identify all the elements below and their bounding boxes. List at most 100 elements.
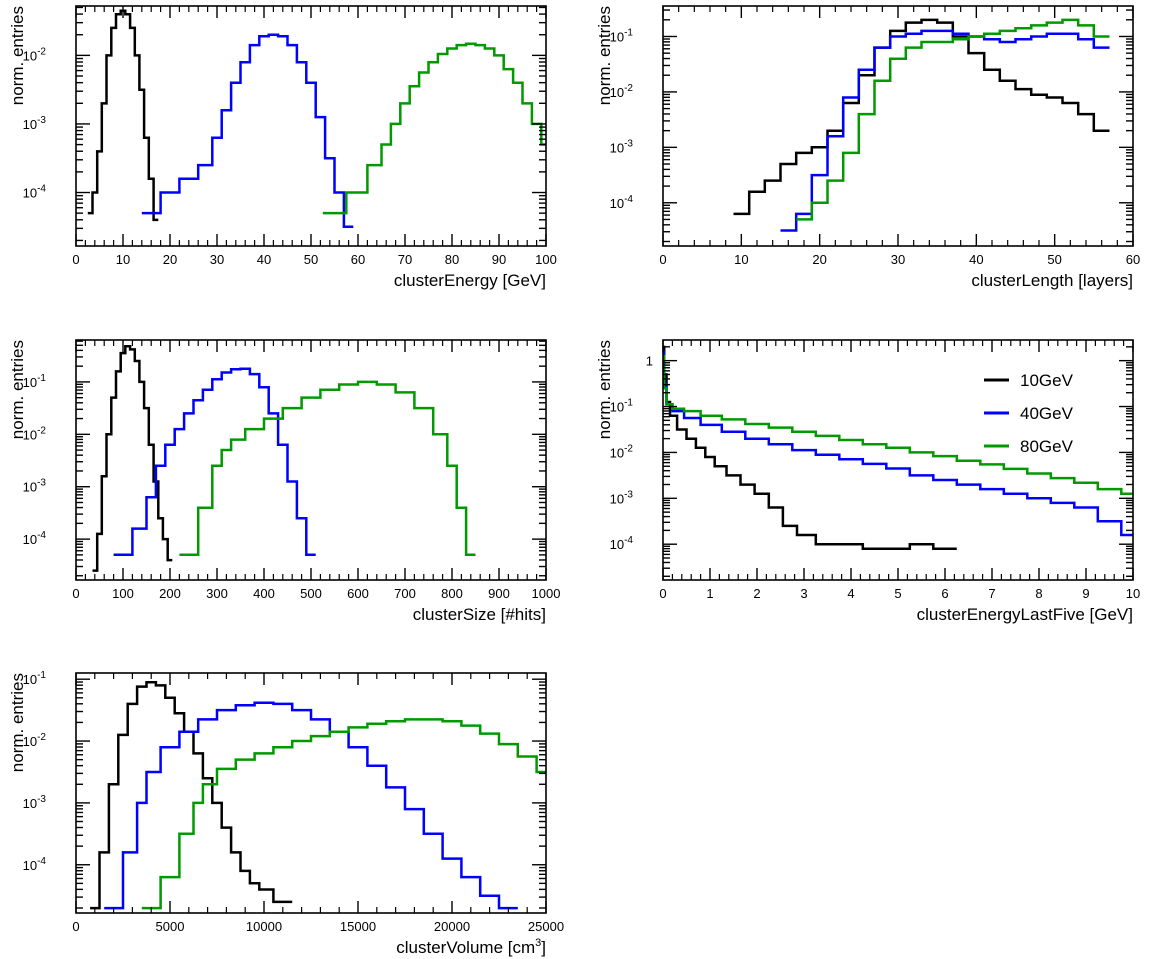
x-tick-label: 0	[72, 252, 79, 267]
x-tick-label: 7	[988, 586, 995, 601]
x-tick-label: 30	[210, 252, 224, 267]
chart-lastfive: 0 1 2 3 4 5 6 7 8 9 10 10-4 10-3 10-2 10-1 1 clusterEner…	[595, 339, 1140, 624]
x-tick-label: 50	[304, 252, 318, 267]
chart-size: 0 100 200 300 400 500 600 700 800 900 1000 10-4 10-3…	[8, 339, 561, 624]
series-80GeV	[322, 42, 546, 215]
y-axis-title: norm. entries	[595, 6, 614, 105]
y-tick-label: 1	[646, 354, 653, 369]
x-tick-label: 600	[347, 586, 369, 601]
x-tick-label: 400	[253, 586, 275, 601]
x-tick-label: 0	[72, 919, 79, 934]
series-10GeV	[733, 18, 1110, 216]
x-tick-label: 10	[734, 252, 748, 267]
series-10GeV	[90, 681, 293, 910]
x-tick-label: 500	[300, 586, 322, 601]
x-tick-label: 100	[112, 586, 134, 601]
plot-frame	[75, 5, 547, 247]
x-tick-label: 1000	[532, 586, 561, 601]
y-tick-label: 10-4	[23, 184, 47, 201]
y-tick-label: 10-4	[23, 530, 47, 547]
legend: 10GeV 40GeV 80GeV	[984, 371, 1074, 456]
y-tick-label: 10-1	[23, 670, 47, 687]
series-group	[663, 345, 1133, 551]
x-tick-label: 40	[969, 252, 983, 267]
y-axis-title: norm. entries	[595, 340, 614, 439]
x-tick-label: 40	[257, 252, 271, 267]
x-axis-title: clusterEnergyLastFive [GeV]	[917, 605, 1133, 624]
x-axis-title: clusterLength [layers]	[971, 271, 1133, 290]
series-40GeV	[104, 701, 518, 910]
x-tick-label: 8	[1035, 586, 1042, 601]
series-80GeV	[663, 354, 1133, 495]
series-80GeV	[179, 380, 476, 557]
x-tick-label: 60	[1126, 252, 1140, 267]
x-tick-label: 800	[441, 586, 463, 601]
x-tick-label: 0	[659, 252, 666, 267]
x-tick-label: 20	[812, 252, 826, 267]
y-tick-label: 10-2	[23, 46, 47, 63]
x-tick-label: 90	[492, 252, 506, 267]
y-tick-label: 10-3	[610, 489, 634, 506]
y-tick-label: 10-4	[610, 535, 634, 552]
plot-frame	[75, 339, 547, 581]
chart-volume: 0 5000 10000 15000 20000 25000 10-4 10-3 10-2 10-…	[8, 670, 564, 957]
x-tick-label: 700	[394, 586, 416, 601]
x-tick-label: 200	[159, 586, 181, 601]
x-tick-label: 25000	[528, 919, 564, 934]
y-tick-label: 10-4	[610, 194, 634, 211]
series-group	[87, 9, 546, 229]
y-tick-label: 10-1	[23, 373, 47, 390]
x-tick-label: 2	[753, 586, 760, 601]
y-tick-label: 10-3	[23, 794, 47, 811]
x-tick-label: 900	[488, 586, 510, 601]
plot-frame	[662, 5, 1134, 247]
legend-label-10GeV: 10GeV	[1020, 371, 1074, 390]
series-40GeV	[780, 29, 1110, 232]
series-40GeV	[141, 33, 354, 229]
x-tick-label: 50	[1047, 252, 1061, 267]
x-tick-label: 15000	[340, 919, 376, 934]
x-axis-title: clusterEnergy [GeV]	[394, 271, 546, 290]
series-80GeV	[141, 718, 546, 910]
x-tick-label: 1	[706, 586, 713, 601]
x-tick-label: 300	[206, 586, 228, 601]
y-axis-title: norm. entries	[8, 6, 27, 105]
y-axis-title: norm. entries	[8, 340, 27, 439]
x-tick-label: 5	[894, 586, 901, 601]
x-tick-label: 10000	[246, 919, 282, 934]
y-tick-label: 10-2	[610, 443, 634, 460]
x-tick-label: 70	[398, 252, 412, 267]
y-tick-label: 10-3	[23, 115, 47, 132]
y-tick-label: 10-4	[23, 856, 47, 873]
legend-label-80GeV: 80GeV	[1020, 437, 1074, 456]
x-tick-label: 30	[891, 252, 905, 267]
x-tick-label: 5000	[156, 919, 185, 934]
series-40GeV	[113, 367, 316, 557]
x-tick-label: 20000	[434, 919, 470, 934]
y-tick-label: 10-3	[610, 138, 634, 155]
x-tick-label: 0	[659, 586, 666, 601]
x-tick-label: 10	[1126, 586, 1140, 601]
legend-label-40GeV: 40GeV	[1020, 404, 1074, 423]
chart-energy: 0 10 20 30 40 50 60 70 80 90 100 10-4 10-3 10-2 cluste…	[8, 5, 557, 290]
x-axis-title: clusterVolume [cm3]	[396, 937, 546, 957]
series-group	[733, 18, 1110, 232]
series-10GeV	[663, 345, 957, 551]
x-tick-label: 3	[800, 586, 807, 601]
x-axis-title: clusterSize [#hits]	[413, 605, 546, 624]
x-tick-label: 6	[941, 586, 948, 601]
y-axis-title: norm. entries	[8, 673, 27, 772]
y-tick-label: 10-2	[610, 83, 634, 100]
series-group	[92, 345, 476, 572]
series-40GeV	[663, 350, 1133, 537]
series-group	[90, 681, 546, 910]
y-tick-label: 10-1	[610, 27, 634, 44]
y-tick-label: 10-2	[23, 425, 47, 442]
y-tick-label: 10-1	[610, 398, 634, 415]
x-tick-label: 9	[1082, 586, 1089, 601]
plot-frame	[75, 672, 547, 914]
x-tick-label: 80	[445, 252, 459, 267]
x-tick-label: 0	[72, 586, 79, 601]
y-tick-label: 10-3	[23, 478, 47, 495]
